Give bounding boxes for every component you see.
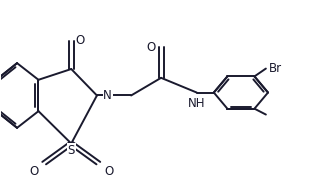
Text: O: O	[75, 34, 85, 47]
Text: O: O	[29, 165, 38, 178]
Text: N: N	[103, 89, 112, 102]
Text: Br: Br	[269, 62, 282, 75]
Text: S: S	[68, 143, 75, 156]
Text: O: O	[104, 165, 113, 178]
Text: O: O	[146, 41, 155, 54]
Text: NH: NH	[188, 98, 205, 110]
